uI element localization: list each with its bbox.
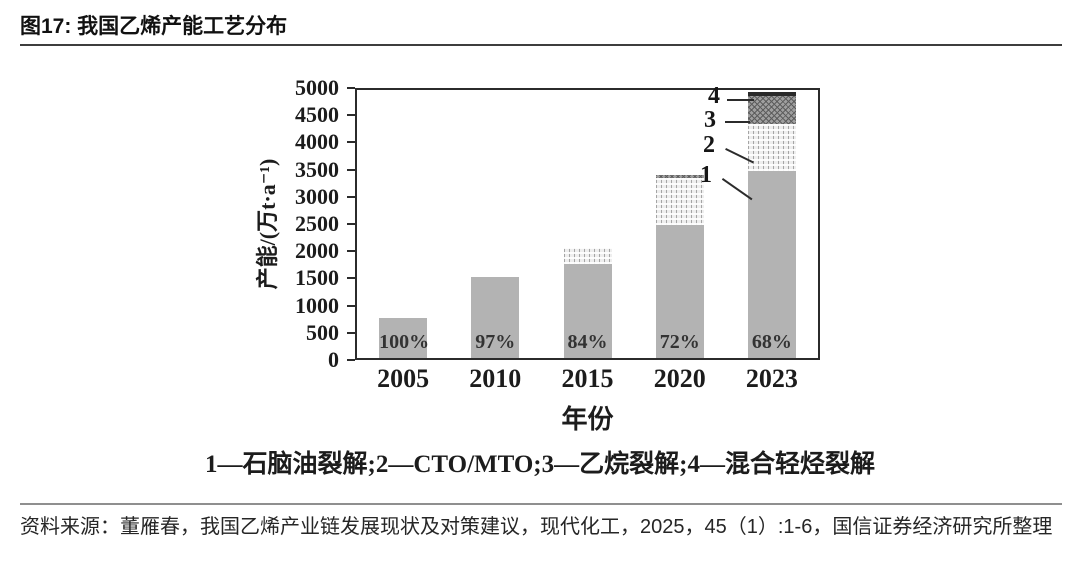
x-tick-label: 2023 [745,364,798,393]
bar-percent-label: 68% [751,331,792,353]
figure-title: 图17: 我国乙烯产能工艺分布 [20,15,288,38]
x-tick-label: 2005 [377,364,430,393]
bar-2005: 100% [379,317,430,358]
bar-segment-naphtha [471,276,520,358]
source-attribution: 资料来源：董雁春，我国乙烯产业链发展现状及对策建议，现代化工，2025，45（1… [20,516,1053,538]
bar-segment-naphtha [655,225,704,358]
bar-percent-label: 84% [567,331,608,353]
y-tick-label: 3000 [295,183,339,209]
y-tick-mark [347,195,355,198]
bar-2020: 72% [655,174,704,358]
y-tick-label: 3500 [295,156,339,182]
y-tick-mark [347,87,355,89]
y-tick-label: 4000 [295,129,339,155]
footer-divider [20,503,1062,505]
y-tick-label: 0 [328,347,339,372]
title-divider [20,44,1062,46]
y-tick-mark [347,359,355,361]
annotation-label-1: 1 [700,162,712,188]
chart-legend-text: 1—石脑油裂解;2—CTO/MTO;3—乙烷裂解;4—混合轻烃裂解 [205,451,875,478]
y-tick-mark [347,331,355,334]
bar-segment-cto_mto [655,178,704,226]
bar-segment-naphtha [747,171,796,358]
y-tick-mark [347,223,355,225]
bar-2010: 97% [471,276,520,358]
y-tick-mark [347,168,355,171]
x-axis-title: 年份 [561,405,614,434]
bar-segment-naphtha [563,264,612,358]
bar-segment-cto_mto [563,248,612,265]
y-tick-label: 2000 [295,238,339,264]
y-tick-label: 1500 [295,265,339,291]
y-tick-mark [347,114,355,117]
x-tick-label: 2010 [469,364,522,393]
annotation-label-3: 3 [704,107,716,133]
annotation-leader-line-3 [725,121,750,123]
y-tick-label: 500 [306,319,339,345]
y-tick-mark [347,250,355,253]
bar-2015: 84% [563,248,612,358]
bar-segment-ethane [747,96,796,124]
bar-segment-mixed [747,91,796,97]
bar-percent-label: 72% [659,331,700,353]
bar-2023: 68% [747,91,796,358]
x-tick-label: 2020 [653,364,706,393]
y-axis-ticks: 0 500 1000 1500 2000 2500 3000 3500 4000 4500 5000 [0,77,355,371]
y-tick-mark [347,141,355,144]
annotation-label-4: 4 [708,83,720,109]
bar-segment-naphtha [379,317,428,358]
annotation-leader-line-4 [727,99,754,101]
bar-percent-label: 97% [475,331,516,353]
y-tick-label: 1000 [295,292,339,318]
x-tick-label: 2015 [561,364,614,393]
y-tick-label: 2500 [295,211,339,236]
y-tick-label: 4500 [295,102,339,128]
x-axis-labels: 2005 2010 2015 2020 2023 [0,364,1080,398]
bar-segment-ethane [655,174,704,179]
y-tick-mark [347,304,355,307]
annotation-label-2: 2 [703,132,715,158]
plot-area: 100% 97% 84% 72% 68% [355,88,820,360]
y-tick-label: 5000 [295,75,339,100]
y-tick-mark [347,277,355,280]
bar-segment-cto_mto [747,123,796,172]
bar-percent-label: 100% [379,331,430,353]
